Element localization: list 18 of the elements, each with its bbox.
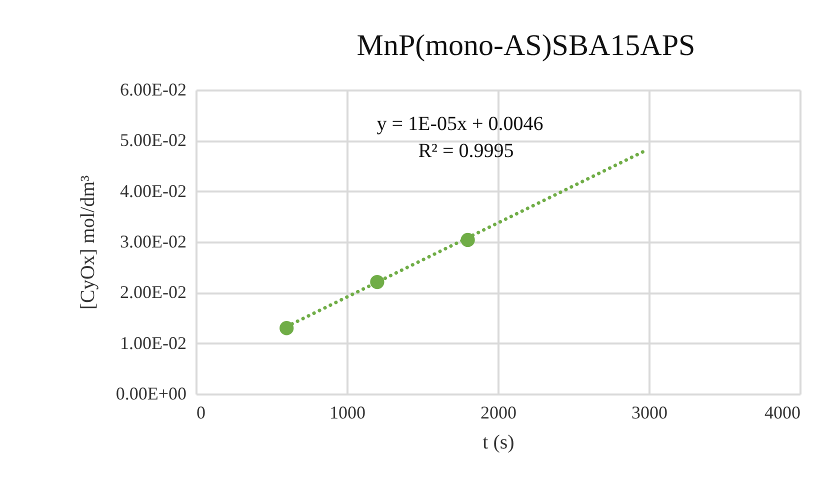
y-tick-label: 3.00E-02 bbox=[120, 232, 186, 252]
y-tick-label: 2.00E-02 bbox=[120, 282, 186, 302]
chart-title: MnP(mono-AS)SBA15APS bbox=[356, 29, 696, 62]
y-tick-label: 5.00E-02 bbox=[120, 130, 186, 150]
x-tick-label: 0 bbox=[196, 402, 206, 422]
annotation: R² = 0.9995 bbox=[418, 140, 514, 162]
x-tick-label: 3000 bbox=[632, 402, 668, 422]
x-tick-label: 4000 bbox=[764, 402, 800, 422]
y-tick-label: 6.00E-02 bbox=[120, 80, 186, 100]
point bbox=[280, 321, 294, 336]
y-tick-label: 0.00E+00 bbox=[116, 384, 186, 404]
x-tick-label: 2000 bbox=[480, 402, 516, 422]
y-axis-title: [CyOx] mol/dm³ bbox=[76, 175, 99, 310]
x-axis-title: t (s) bbox=[482, 432, 514, 454]
annotation: y = 1E-05x + 0.0046 bbox=[376, 113, 544, 135]
x-tick-label: 1000 bbox=[330, 402, 366, 422]
y-tick-label: 4.00E-02 bbox=[120, 180, 186, 201]
y-tick-label: 1.00E-02 bbox=[120, 332, 186, 353]
